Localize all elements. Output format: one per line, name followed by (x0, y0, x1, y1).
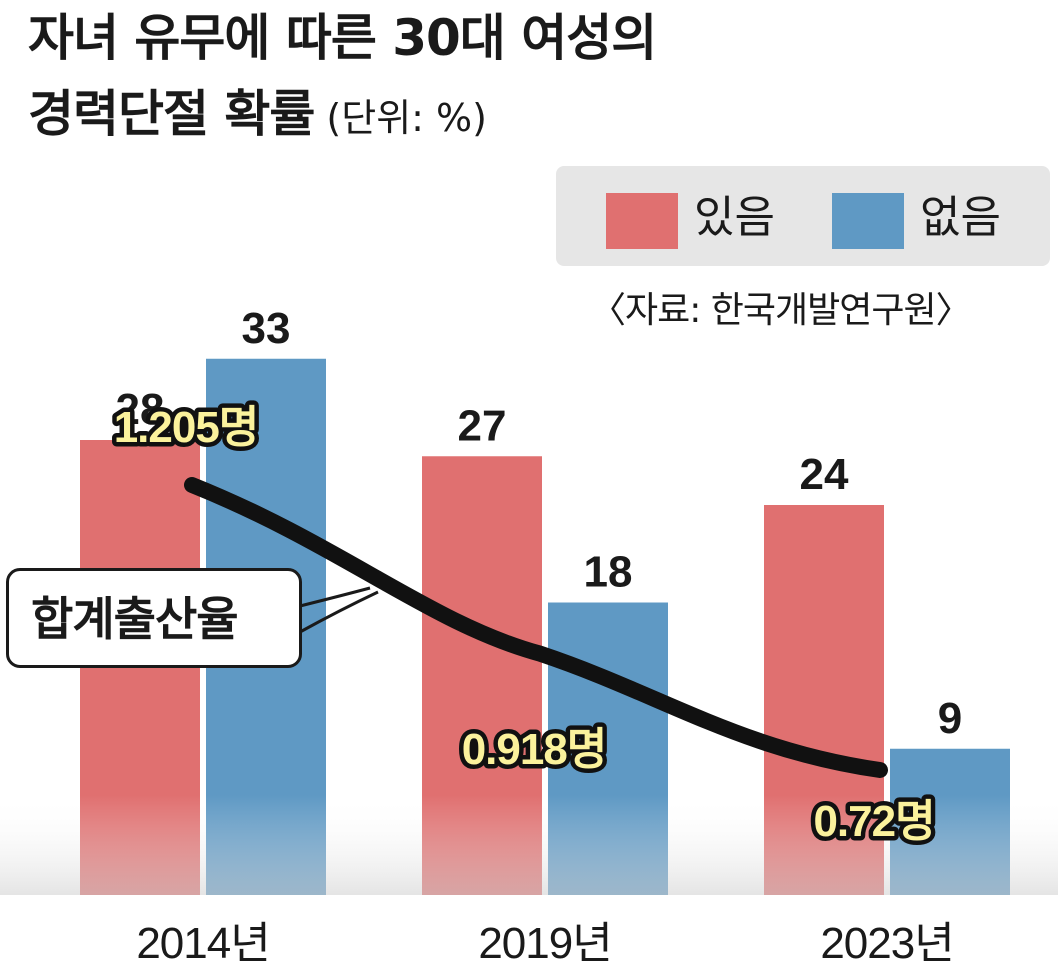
chart-subtitle: 경력단절 확률 (단위: %) (28, 84, 487, 148)
bar-value-label: 24 (800, 450, 849, 499)
fertility-rate-callout: 합계출산율 (6, 568, 302, 668)
unit-label: (단위: %) (326, 96, 487, 140)
callout-pointer-upper (299, 586, 371, 608)
fertility-rate-value-label: 1.205명 (114, 403, 259, 452)
bar-value-label: 27 (458, 401, 507, 450)
legend-swatch-with-children (606, 193, 678, 249)
legend: 있음 없음 (556, 166, 1050, 266)
source-note: 〈자료: 한국개발연구원〉 (590, 290, 972, 331)
fertility-rate-line (184, 477, 888, 778)
bar-value-label: 28 (116, 385, 165, 434)
bar-value-label: 18 (584, 548, 633, 597)
fertility-rate-value-label: 0.72명 (813, 797, 934, 846)
legend-swatch-without-children (832, 193, 904, 249)
fertility-rate-label: 합계출산율 (31, 592, 239, 646)
subtitle-text: 경력단절 확률 (28, 85, 315, 143)
callout-pointer-lower (299, 590, 379, 634)
bar-value-label: 9 (938, 694, 962, 743)
x-tick-label: 2019년 (478, 919, 611, 967)
floor-shadow (0, 795, 1058, 895)
x-tick-label: 2023년 (820, 919, 953, 967)
legend-label-with-children: 있음 (694, 192, 775, 243)
legend-label-without-children: 없음 (920, 192, 1001, 243)
chart-title: 자녀 유무에 따른 30대 여성의 (28, 9, 657, 67)
fertility-rate-value-label: 0.918명 (462, 725, 607, 774)
bar-value-label: 33 (242, 304, 291, 353)
x-tick-label: 2014년 (136, 919, 269, 967)
